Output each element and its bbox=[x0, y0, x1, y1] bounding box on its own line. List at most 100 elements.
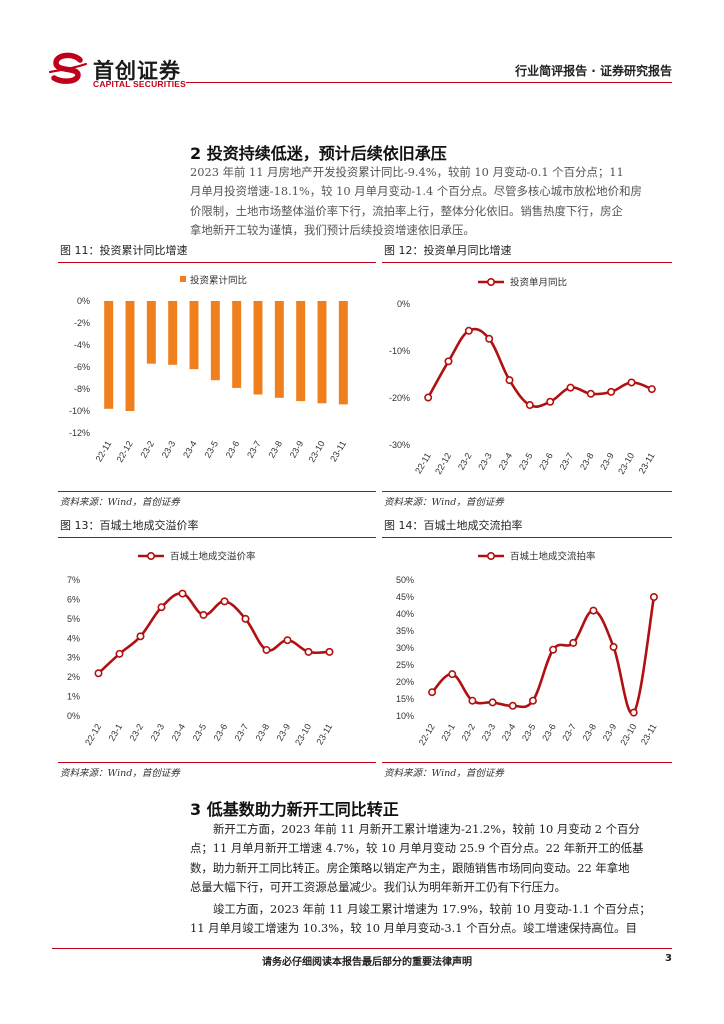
y-tick-label: 45% bbox=[396, 592, 414, 602]
fig11-bottom-rule bbox=[58, 491, 376, 492]
y-tick-label: -6% bbox=[74, 362, 90, 372]
section-2-line: 价限制，土地市场整体溢价率下行，流拍率上行，整体分化依旧。销售热度下行，房企 bbox=[190, 203, 623, 218]
data-point bbox=[485, 334, 494, 343]
data-point bbox=[464, 326, 473, 335]
bar bbox=[168, 301, 178, 365]
y-tick-label: 35% bbox=[396, 626, 414, 636]
footer-disclaimer: 请务必仔细阅读本报告最后部分的重要法律声明 bbox=[262, 957, 472, 968]
data-point bbox=[136, 632, 145, 641]
x-tick-label: 22-12 bbox=[115, 439, 135, 464]
capital-securities-logo-icon bbox=[48, 52, 88, 84]
page-header: 首创证券 CAPITAL SECURITIES 行业简评报告 · 证券研究报告 bbox=[0, 0, 724, 90]
data-point bbox=[283, 636, 292, 645]
fig11-source: 资料来源：Wind，首创证券 bbox=[60, 497, 180, 508]
y-tick-label: 25% bbox=[396, 660, 414, 670]
data-point bbox=[468, 696, 477, 705]
bar bbox=[125, 301, 135, 411]
y-tick-label: 2% bbox=[67, 672, 80, 682]
data-point bbox=[444, 357, 453, 366]
data-point bbox=[262, 645, 271, 654]
data-point bbox=[115, 649, 124, 658]
x-tick-label: 22-12 bbox=[417, 722, 437, 747]
x-tick-label: 23-8 bbox=[578, 451, 596, 472]
legend-marker bbox=[147, 552, 156, 561]
data-point bbox=[566, 383, 575, 392]
x-tick-label: 23-4 bbox=[500, 722, 518, 743]
y-tick-label: -4% bbox=[74, 340, 90, 350]
fig13-top-rule bbox=[58, 537, 376, 538]
bar bbox=[210, 301, 220, 381]
data-point bbox=[488, 698, 497, 707]
x-tick-label: 23-8 bbox=[266, 439, 284, 460]
x-tick-label: 22-11 bbox=[413, 451, 433, 475]
section-2-heading: 2 投资持续低迷，预计后续依旧承压 bbox=[190, 144, 447, 163]
fig14-bottom-rule bbox=[382, 762, 672, 763]
legend-label: 投资单月同比 bbox=[510, 277, 567, 289]
x-tick-label: 23-4 bbox=[497, 451, 515, 472]
fig13-source: 资料来源：Wind，首创证券 bbox=[60, 768, 180, 779]
x-tick-label: 23-4 bbox=[181, 439, 199, 460]
x-tick-label: 23-10 bbox=[307, 439, 327, 464]
x-tick-label: 23-5 bbox=[191, 722, 209, 743]
x-tick-label: 23-3 bbox=[160, 439, 178, 460]
x-tick-label: 23-2 bbox=[128, 722, 146, 743]
bar bbox=[104, 301, 114, 409]
y-tick-label: -8% bbox=[74, 384, 90, 394]
x-tick-label: 23-9 bbox=[288, 439, 306, 460]
series-line bbox=[431, 596, 656, 715]
x-tick-label: 23-10 bbox=[618, 722, 638, 747]
fig12-source: 资料来源：Wind，首创证券 bbox=[384, 497, 504, 508]
header-rule bbox=[186, 82, 672, 83]
bar bbox=[317, 301, 327, 404]
x-tick-label: 23-10 bbox=[293, 722, 313, 747]
x-tick-label: 23-7 bbox=[245, 439, 263, 460]
y-tick-label: 0% bbox=[77, 296, 90, 306]
section-3-heading: 3 低基数助力新开工同比转正 bbox=[190, 800, 399, 819]
x-tick-label: 23-7 bbox=[558, 451, 576, 472]
section-3-line: 总量大幅下行，可开工资源总量减少。我们认为明年新开工仍有下行压力。 bbox=[190, 879, 566, 894]
y-tick-label: -2% bbox=[74, 318, 90, 328]
x-tick-label: 23-11 bbox=[637, 451, 657, 475]
data-point bbox=[627, 378, 636, 387]
data-point bbox=[546, 397, 555, 406]
y-tick-label: 30% bbox=[396, 643, 414, 653]
y-tick-label: 5% bbox=[67, 614, 80, 624]
logo-chinese-name: 首创证券 bbox=[93, 59, 181, 83]
x-tick-label: 23-9 bbox=[598, 451, 616, 472]
fig13-title: 图 13：百城土地成交溢价率 bbox=[60, 519, 199, 532]
data-point bbox=[304, 647, 313, 656]
fig12-title: 图 12：投资单月同比增速 bbox=[384, 244, 512, 257]
x-tick-label: 23-3 bbox=[480, 722, 498, 743]
section-3-line: 数，助力新开工同比转正。房企策略以销定产为主，跟随销售市场同向变动。22 年拿地 bbox=[190, 860, 630, 875]
section-2-paragraph: 2023 年前 11 月房地产开发投资累计同比-9.4%，较前 10 月变动-0… bbox=[190, 163, 673, 240]
data-point bbox=[94, 669, 103, 678]
bar bbox=[338, 301, 348, 405]
y-tick-label: 40% bbox=[396, 609, 414, 619]
x-tick-label: 22-12 bbox=[83, 722, 103, 747]
fig12-top-rule bbox=[382, 262, 672, 263]
data-point bbox=[528, 696, 537, 705]
x-tick-label: 23-1 bbox=[107, 722, 125, 743]
data-point bbox=[508, 701, 517, 710]
y-tick-label: -12% bbox=[69, 428, 90, 438]
x-tick-label: 23-11 bbox=[314, 722, 334, 746]
bar bbox=[253, 301, 263, 395]
y-tick-label: 0% bbox=[397, 299, 410, 309]
section-3-paragraph-2: 竣工方面，2023 年前 11 月竣工累计增速为 17.9%，较前 10 月变动… bbox=[190, 900, 673, 939]
fig11-title: 图 11：投资累计同比增速 bbox=[60, 244, 188, 257]
data-point bbox=[647, 385, 656, 394]
y-tick-label: 15% bbox=[396, 694, 414, 704]
y-tick-label: -20% bbox=[389, 393, 410, 403]
fig14-title: 图 14：百城土地成交流拍率 bbox=[384, 519, 523, 532]
data-point bbox=[241, 614, 250, 623]
fig11-top-rule bbox=[58, 262, 376, 263]
data-point bbox=[549, 645, 558, 654]
data-point bbox=[569, 638, 578, 647]
x-tick-label: 23-6 bbox=[212, 722, 230, 743]
y-tick-label: -10% bbox=[69, 406, 90, 416]
x-tick-label: 23-5 bbox=[202, 439, 220, 460]
data-point bbox=[428, 688, 437, 697]
section-3-paragraph-1: 新开工方面，2023 年前 11 月新开工累计增速为-21.2%，较前 10 月… bbox=[190, 820, 673, 897]
